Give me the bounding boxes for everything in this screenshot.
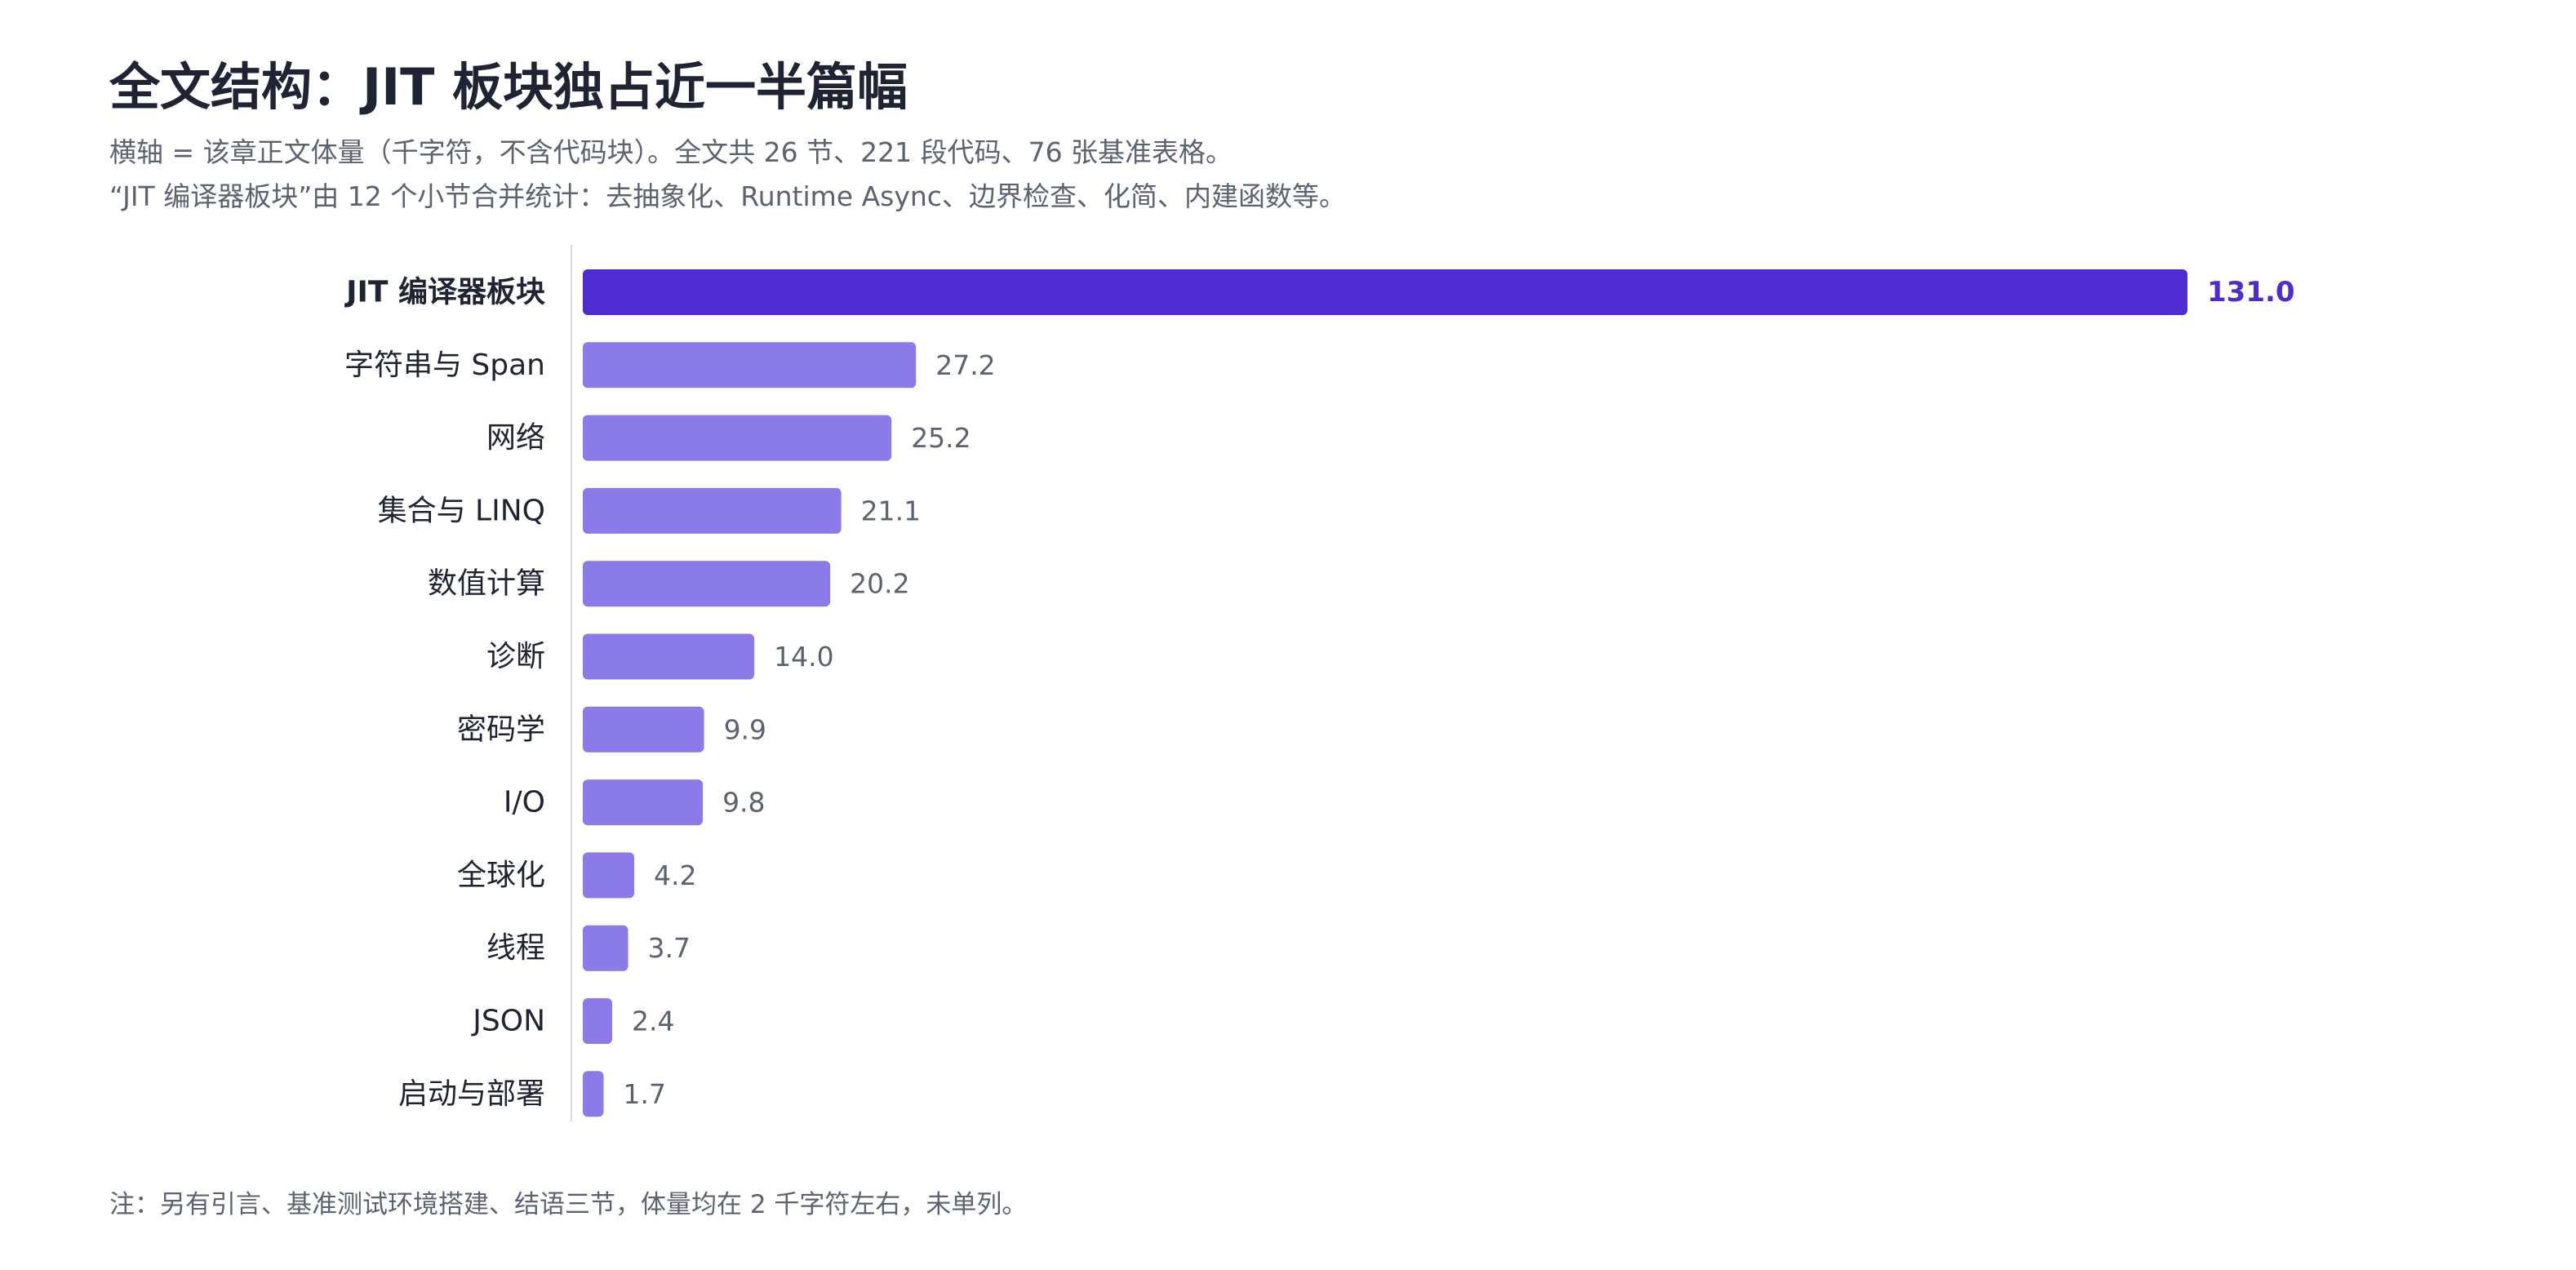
chart-title: 全文结构：JIT 板块独占近一半篇幅	[109, 57, 908, 117]
bar-7	[583, 779, 704, 826]
bar-3	[583, 487, 842, 534]
value-label-8: 4.2	[654, 859, 696, 891]
footnote: 注：另有引言、基准测试环境搭建、结语三节，体量均在 2 千字符左右，未单列。	[109, 1190, 1028, 1219]
bar-0	[583, 269, 2187, 315]
value-label-11: 1.7	[624, 1078, 666, 1110]
bar-4	[583, 561, 831, 607]
category-label-10: JSON	[471, 1005, 545, 1038]
value-label-6: 9.9	[724, 713, 766, 745]
category-label-7: I/O	[504, 786, 545, 819]
value-label-3: 21.1	[861, 495, 921, 526]
chart-subtitle-line-2: “JIT 编译器板块”由 12 个小节合并统计：去抽象化、Runtime Asy…	[109, 180, 1346, 212]
bar-9	[583, 925, 628, 971]
value-label-9: 3.7	[648, 932, 691, 964]
bar-1	[583, 342, 917, 389]
bar-10	[583, 998, 613, 1044]
bar-6	[583, 706, 704, 753]
category-label-0: JIT 编译器板块	[344, 276, 545, 309]
bar-8	[583, 852, 635, 899]
bar-11	[583, 1071, 604, 1117]
category-label-1: 字符串与 Span	[344, 349, 545, 382]
category-label-4: 数值计算	[428, 567, 545, 601]
value-labels-group: 131.0 27.2 25.2 21.1 20.2 14.0 9.9 9.8 4.2 3.7 2.4…	[624, 276, 2295, 1110]
category-label-6: 密码学	[457, 713, 545, 746]
value-label-0: 131.0	[2207, 276, 2295, 309]
category-label-9: 线程	[486, 931, 545, 965]
value-label-5: 14.0	[774, 641, 833, 673]
value-label-1: 27.2	[935, 349, 995, 381]
bar-5	[583, 633, 755, 680]
category-label-8: 全球化	[457, 859, 545, 892]
value-label-4: 20.2	[850, 568, 909, 600]
value-label-10: 2.4	[632, 1006, 674, 1037]
category-label-11: 启动与部署	[398, 1077, 545, 1111]
bars-group	[583, 269, 2187, 1117]
category-label-2: 网络	[486, 421, 545, 455]
chart-subtitle-line-1: 横轴 = 该章正文体量（千字符，不含代码块）。全文共 26 节、221 段代码、…	[109, 136, 1233, 168]
category-label-5: 诊断	[486, 640, 545, 673]
category-label-3: 集合与 LINQ	[378, 494, 545, 527]
value-label-7: 9.8	[722, 787, 765, 819]
bar-2	[583, 415, 892, 461]
value-label-2: 25.2	[911, 422, 970, 454]
